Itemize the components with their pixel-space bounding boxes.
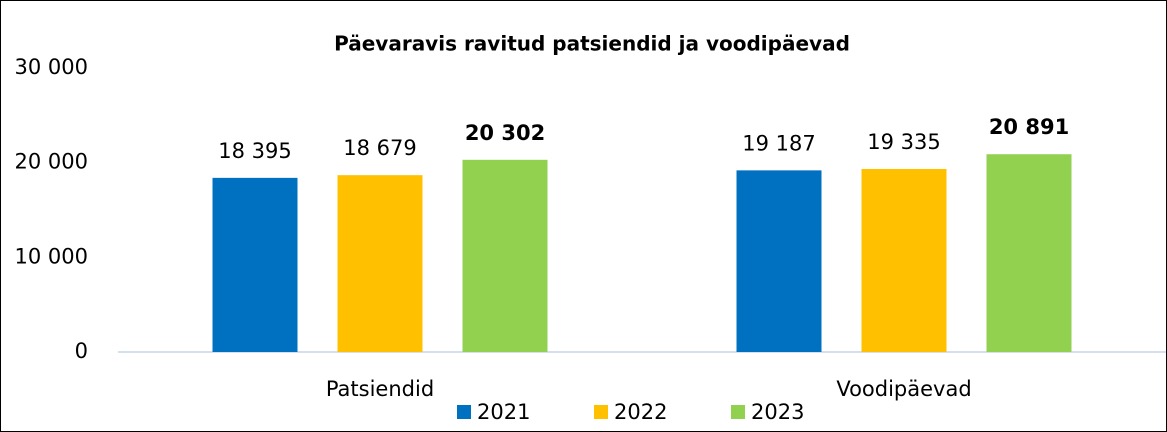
x-tick-label: Voodipäevad [836, 377, 971, 401]
bar [337, 175, 423, 352]
y-tick-label: 30 000 [15, 55, 88, 79]
legend-label: 2023 [751, 400, 804, 424]
legend-label: 2021 [477, 400, 530, 424]
bar [736, 170, 822, 352]
data-label: 19 335 [867, 130, 940, 154]
legend-label: 2022 [614, 400, 667, 424]
bar [462, 159, 548, 352]
y-tick-label: 20 000 [15, 150, 88, 174]
bar [861, 168, 947, 352]
data-label: 18 679 [343, 136, 416, 160]
x-tick-label: Patsiendid [326, 377, 434, 401]
data-label: 20 302 [465, 121, 545, 145]
y-tick-label: 0 [75, 339, 88, 363]
data-label: 20 891 [989, 115, 1069, 139]
bar [212, 177, 298, 352]
data-label: 19 187 [742, 131, 815, 155]
data-label: 18 395 [218, 139, 291, 163]
legend-swatch [594, 405, 608, 419]
y-tick-label: 10 000 [15, 244, 88, 268]
legend-swatch [457, 405, 471, 419]
legend-swatch [731, 405, 745, 419]
chart-title: Päevaravis ravitud patsiendid ja voodipä… [334, 32, 850, 56]
bar [986, 154, 1072, 352]
